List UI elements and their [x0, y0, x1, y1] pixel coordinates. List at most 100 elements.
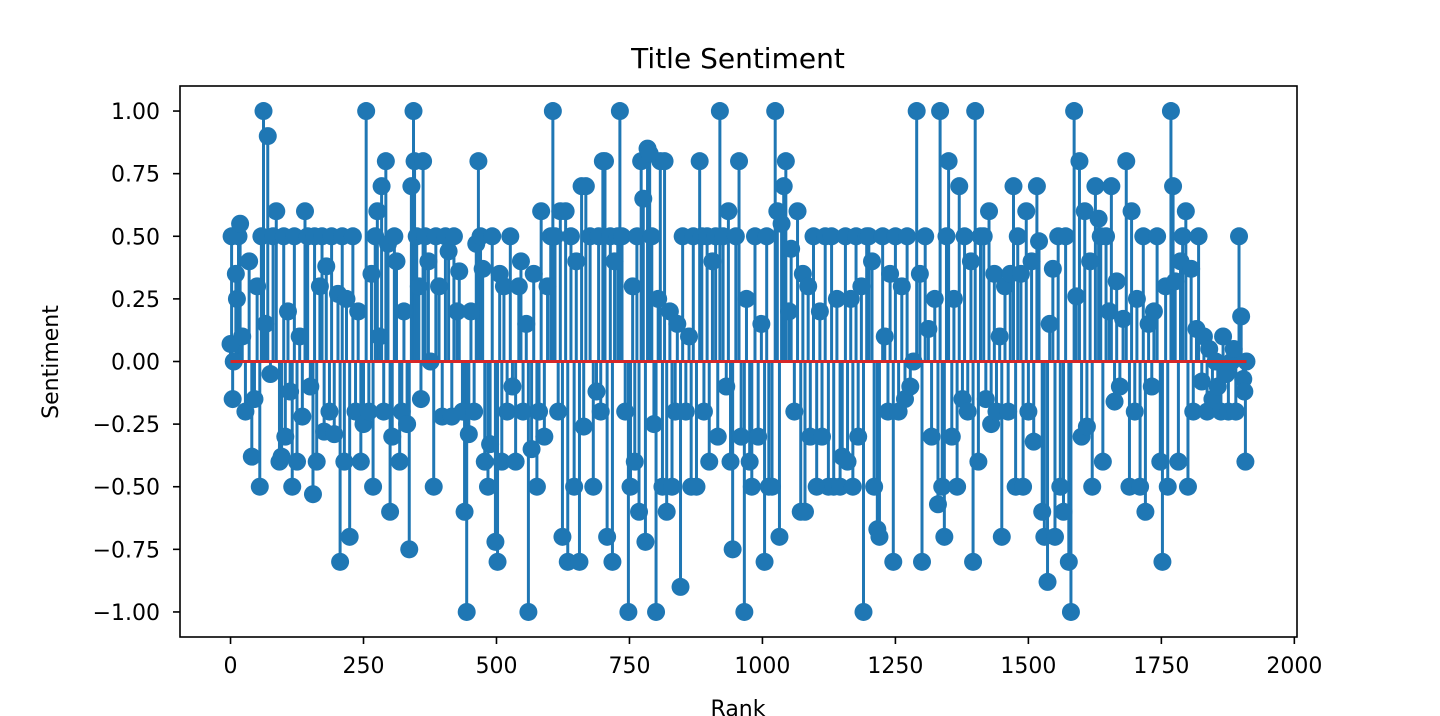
stem-marker-119 [506, 452, 525, 471]
stem-marker-333 [1070, 152, 1089, 171]
stem-marker-367 [1164, 177, 1183, 196]
stem-marker-313 [1017, 202, 1036, 221]
stem-marker-256 [863, 252, 882, 271]
stem-marker-291 [958, 402, 977, 421]
stem-marker-228 [785, 402, 804, 421]
stem-marker-395 [1235, 382, 1254, 401]
stem-marker-306 [999, 402, 1018, 421]
stem-marker-318 [1030, 232, 1049, 251]
stem-marker-70 [385, 227, 404, 246]
stem-marker-118 [503, 377, 522, 396]
stem-marker-179 [655, 152, 674, 171]
stem-marker-54 [349, 302, 368, 321]
stem-marker-345 [1102, 177, 1121, 196]
stem-marker-324 [1045, 527, 1064, 546]
stem-marker-58 [359, 402, 378, 421]
stem-marker-146 [576, 177, 595, 196]
stem-marker-331 [1065, 102, 1084, 121]
stem-marker-62 [368, 202, 387, 221]
x-tick-label: 0 [224, 654, 238, 679]
stem-marker-64 [372, 177, 391, 196]
stem-marker-330 [1061, 602, 1080, 621]
stem-marker-33 [295, 202, 314, 221]
stem-marker-76 [400, 540, 419, 559]
stem-marker-89 [430, 277, 449, 296]
stem-marker-303 [990, 327, 1009, 346]
stem-marker-259 [870, 527, 889, 546]
x-tick-label: 250 [343, 654, 385, 679]
x-axis-label: Rank [711, 697, 766, 716]
stem-marker-55 [351, 452, 370, 471]
stem-marker-249 [843, 477, 862, 496]
stem-marker-317 [1027, 177, 1046, 196]
stem-marker-111 [486, 532, 505, 551]
stem-marker-159 [610, 102, 629, 121]
stem-marker-26 [278, 302, 297, 321]
stem-marker-182 [663, 477, 682, 496]
stem-marker-386 [1214, 327, 1233, 346]
stem-marker-396 [1236, 452, 1255, 471]
stem-marker-138 [556, 202, 575, 221]
stem-marker-57 [357, 102, 376, 121]
stem-marker-281 [933, 477, 952, 496]
stem-marker-326 [1051, 477, 1070, 496]
y-tick-label: 0.25 [111, 288, 160, 313]
stem-marker-346 [1105, 392, 1124, 411]
stem-marker-269 [898, 227, 917, 246]
stem-marker-353 [1125, 402, 1144, 421]
stem-marker-99 [457, 602, 476, 621]
stem-marker-227 [782, 239, 801, 258]
stem-marker-35 [301, 377, 320, 396]
stem-marker-10 [240, 252, 259, 271]
stem-marker-319 [1033, 502, 1052, 521]
x-axis: 0 250 500 750 1000 1250 1500 1750 2000 [224, 637, 1322, 679]
stem-marker-18 [258, 127, 277, 146]
stem-marker-342 [1093, 452, 1112, 471]
stem-marker-14 [250, 477, 269, 496]
stem-marker-12 [245, 390, 264, 409]
stem-marker-160 [613, 227, 632, 246]
y-tick-label: 0.75 [111, 163, 160, 188]
stem-marker-161 [616, 402, 635, 421]
stem-marker-30 [288, 452, 307, 471]
stem-marker-203 [719, 202, 738, 221]
stem-marker-50 [337, 289, 356, 308]
stem-marker-365 [1158, 477, 1177, 496]
stem-marker-255 [859, 227, 878, 246]
stem-marker-169 [634, 189, 653, 208]
stem-marker-343 [1097, 227, 1116, 246]
stem-marker-49 [335, 452, 354, 471]
stem-marker-2 [223, 390, 242, 409]
stem-marker-98 [455, 502, 474, 521]
stem-marker-366 [1161, 102, 1180, 121]
stem-marker-127 [527, 477, 546, 496]
stem-marker-60 [364, 477, 383, 496]
stem-marker-36 [303, 485, 322, 504]
stem-marker-390 [1224, 339, 1243, 358]
stem-marker-253 [854, 602, 873, 621]
stem-marker-283 [937, 227, 956, 246]
stem-marker-339 [1086, 177, 1105, 196]
stem-marker-47 [331, 552, 350, 571]
stem-marker-17 [256, 314, 275, 333]
stem-marker-267 [892, 277, 911, 296]
stem-marker-232 [795, 502, 814, 521]
stem-marker-51 [340, 527, 359, 546]
stem-marker-8 [233, 327, 252, 346]
stem-marker-129 [532, 202, 551, 221]
x-tick-label: 750 [608, 654, 650, 679]
x-tick-label: 500 [475, 654, 517, 679]
stem-marker-85 [419, 252, 438, 271]
stem-marker-220 [766, 102, 785, 121]
stem-marker-102 [465, 402, 484, 421]
stem-marker-359 [1142, 377, 1161, 396]
stem-marker-261 [875, 327, 894, 346]
stem-marker-299 [980, 202, 999, 221]
stem-marker-350 [1117, 152, 1136, 171]
stem-marker-378 [1192, 372, 1211, 391]
stem-marker-25 [276, 427, 295, 446]
stem-marker-347 [1107, 272, 1126, 291]
stem-marker-329 [1059, 552, 1078, 571]
stem-marker-166 [627, 227, 646, 246]
stem-marker-238 [813, 427, 832, 446]
